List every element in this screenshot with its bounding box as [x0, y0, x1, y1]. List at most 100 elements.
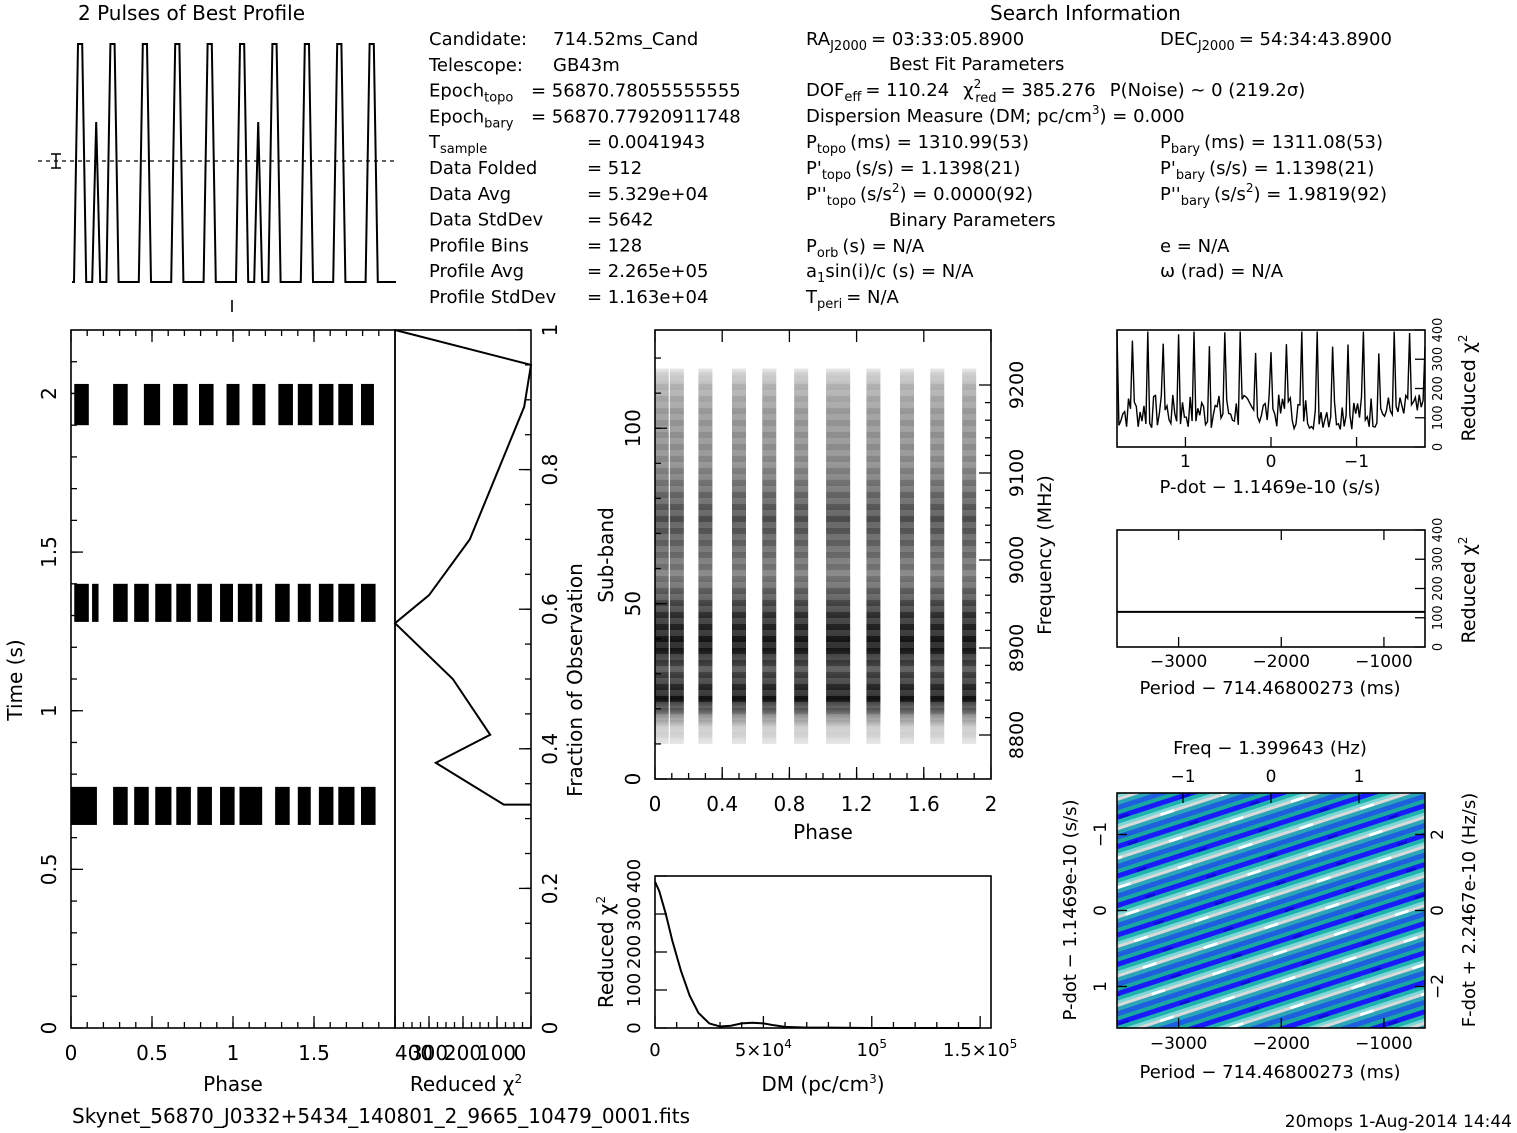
tp-band-1-9 [255, 583, 263, 622]
pdot-chi2-line [1116, 331, 1426, 431]
pd-ytick-label-3: 300 [1431, 347, 1446, 372]
sb-xtick-label-4: 1.6 [908, 792, 940, 816]
tp-band-0-8 [275, 786, 290, 825]
tp-band-1-4 [155, 583, 172, 622]
tc-ytick-label-5: 1 [538, 324, 562, 337]
tp-band-1-7 [220, 583, 233, 622]
tp-band-2-1 [113, 383, 128, 426]
tp-band-2-0 [74, 383, 89, 426]
info-left-value-2: = 56870.78055555555 [531, 81, 741, 102]
pr-ylabel: Reduced χ2 [1456, 537, 1480, 644]
dm-ytick-label-2: 200 [624, 935, 645, 969]
sb-xtick-label-2: 0.8 [773, 792, 805, 816]
tp-band-0-6 [220, 786, 235, 825]
sb-pulse-stripes-2 [698, 368, 713, 744]
tp-band-1-11 [297, 583, 311, 622]
info-left-label-6: Data Avg [429, 184, 511, 205]
dm-frame [654, 875, 992, 1029]
info-left-column: Candidate: 714.52ms_Cand Telescope: GB43m Ep… [428, 29, 741, 308]
tp-band-1-14 [360, 583, 376, 622]
tp-band-2-6 [252, 383, 266, 426]
tp-band-2-9 [318, 383, 334, 426]
sb-pulse-stripes-3 [732, 368, 746, 744]
tp-band-0-10 [318, 786, 334, 825]
info-left-value-1: GB43m [553, 55, 620, 76]
sb-pulse-stripes-11 [962, 368, 977, 744]
tp-ytick-label-0: 0 [37, 1022, 61, 1035]
pd-ytick-label-2: 200 [1431, 376, 1446, 401]
a1-line: a1sin(i)/c (s) = N/A [806, 261, 974, 286]
pd-ylabel: Reduced χ2 [1456, 335, 1480, 442]
period-pdot-map: −3000 −2000 −1000 −1 0 1 −1 0 1 2 0 −2 Freq − 1.399… [1060, 738, 1480, 1083]
tc-xtick-label-0: 400 [395, 1041, 433, 1065]
dm-xtick-label-3: 1.5×105 [943, 1037, 1017, 1061]
info-left-value-3: = 56870.77920911748 [531, 106, 741, 127]
pdbary-line: P'bary (s/s) = 1.1398(21) [1160, 158, 1374, 183]
tp-ytick-label-3: 1.5 [37, 536, 61, 568]
sb-y2label: Frequency (MHz) [1034, 475, 1056, 635]
pp-xtick-label-0: −3000 [1150, 1034, 1208, 1054]
info-left-value-6: = 5.329e+04 [587, 184, 708, 205]
pr-ytick-label-4: 400 [1431, 518, 1446, 543]
sb-xtick-label-1: 0.4 [706, 792, 738, 816]
info-left-label-2: Epochtopo [429, 81, 513, 106]
pddbary-line: P''bary (s/s2) = 1.9819(92) [1160, 181, 1387, 209]
pr-xtick-label-1: −2000 [1253, 652, 1311, 672]
pp-ylabel: P-dot − 1.1469e-10 (s/s) [1060, 799, 1081, 1020]
sb-pulse-stripes-8 [866, 368, 881, 744]
pd-xtick-label-2: −1 [1344, 452, 1369, 472]
tc-ytick-label-4: 0.8 [538, 454, 562, 486]
period-frame [1116, 529, 1426, 648]
info-left-label-8: Profile Bins [429, 235, 529, 256]
tp-band-2-4 [198, 383, 214, 426]
subband-phase-plot: 0 0.4 0.8 1.2 1.6 2 0 50 100 8800 8900 9000 9100 9200… [594, 329, 1056, 844]
dm-line: Dispersion Measure (DM; pc/cm3) = 0.000 [806, 103, 1185, 127]
period-pdot-image [1117, 793, 1425, 1028]
tp-band-1-0 [74, 583, 89, 622]
tp-band-0-3 [155, 786, 172, 825]
info-left-value-9: = 2.265e+05 [587, 261, 708, 282]
pp-x2tick-label-0: −1 [1170, 767, 1195, 787]
sb-ytick-label-2: 100 [621, 409, 645, 447]
info-left-value-8: = 128 [587, 235, 642, 256]
info-left-value-10: = 1.163e+04 [587, 287, 708, 308]
omega-line: ω (rad) = N/A [1160, 261, 1284, 282]
info-left-label-3: Epochbary [429, 106, 514, 131]
tp-xtick-label-2: 1 [227, 1041, 240, 1065]
pd-ytick-label-0: 0 [1431, 443, 1446, 451]
best-fit-title: Best Fit Parameters [889, 54, 1064, 75]
pp-xtick-label-1: −2000 [1253, 1034, 1311, 1054]
pp-xlabel: Period − 714.46800273 (ms) [1139, 1062, 1400, 1083]
tp-band-1-3 [134, 583, 149, 622]
tp-xlabel: Phase [203, 1072, 263, 1096]
tp-band-0-7 [239, 786, 263, 825]
pr-xlabel: Period − 714.46800273 (ms) [1139, 678, 1400, 699]
pp-x2tick-label-2: 1 [1354, 767, 1365, 787]
dm-chi2-line [654, 881, 981, 1029]
pd-xlabel: P-dot − 1.1469e-10 (s/s) [1159, 477, 1380, 498]
tp-band-2-11 [360, 383, 374, 426]
info-left-label-7: Data StdDev [429, 210, 544, 231]
profile-error-bar [51, 153, 61, 169]
info-left-value-7: = 5642 [587, 210, 654, 231]
profile-title: 2 Pulses of Best Profile [78, 1, 305, 25]
info-left-label-5: Data Folded [429, 158, 537, 179]
tp-band-1-13 [338, 583, 355, 622]
tc-ylabel: Fraction of Observation [563, 563, 587, 797]
tc-xtick-label-3: 100 [478, 1041, 516, 1065]
sb-pulse-stripes-10 [930, 368, 945, 744]
pr-ytick-label-3: 300 [1431, 547, 1446, 572]
tp-band-0-12 [360, 786, 376, 825]
sb-ytick-label-1: 50 [621, 591, 645, 616]
tp-band-1-1 [92, 583, 99, 622]
pp-y2tick-label-2: −2 [1428, 974, 1448, 999]
tc-ytick-label-0: 0 [538, 1022, 562, 1035]
time-phase-plot: 0 0.5 1 1.5 0 0.5 1 1.5 2 Phase Time (s) [3, 329, 396, 1096]
time-chi2-line [393, 329, 533, 806]
time-chi2-frame [394, 329, 532, 1029]
tc-ytick-label-1: 0.2 [538, 872, 562, 904]
tp-band-1-12 [318, 583, 334, 622]
dof-line: DOFeff = 110.24 χ2 red = 385.276 P(Noise) ~ 0… [806, 77, 1305, 106]
